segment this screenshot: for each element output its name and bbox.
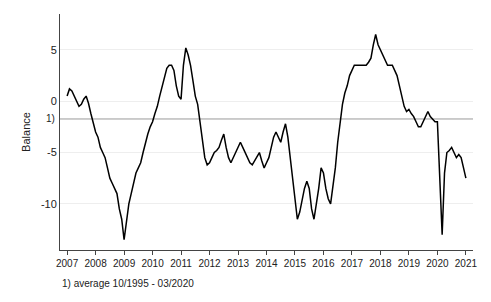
svg-text:2015: 2015: [284, 258, 307, 269]
svg-text:2011: 2011: [170, 258, 192, 269]
svg-text:2019: 2019: [398, 258, 421, 269]
svg-text:2010: 2010: [141, 258, 164, 269]
svg-text:2012: 2012: [198, 258, 221, 269]
svg-text:2008: 2008: [84, 258, 107, 269]
svg-text:-10: -10: [41, 198, 57, 210]
svg-text:0: 0: [51, 95, 57, 107]
svg-text:2013: 2013: [227, 258, 250, 269]
svg-text:2016: 2016: [312, 258, 335, 269]
svg-text:1): 1): [46, 113, 55, 124]
svg-text:2009: 2009: [113, 258, 136, 269]
svg-text:1) average 10/1995 - 03/2020: 1) average 10/1995 - 03/2020: [62, 278, 194, 289]
svg-text:5: 5: [51, 44, 57, 56]
svg-text:2018: 2018: [369, 258, 392, 269]
svg-text:2007: 2007: [56, 258, 79, 269]
svg-text:-5: -5: [47, 146, 57, 158]
svg-text:2014: 2014: [255, 258, 278, 269]
svg-text:2020: 2020: [426, 258, 449, 269]
svg-text:Balance: Balance: [20, 112, 32, 152]
svg-text:2021: 2021: [455, 258, 478, 269]
svg-text:2017: 2017: [341, 258, 364, 269]
